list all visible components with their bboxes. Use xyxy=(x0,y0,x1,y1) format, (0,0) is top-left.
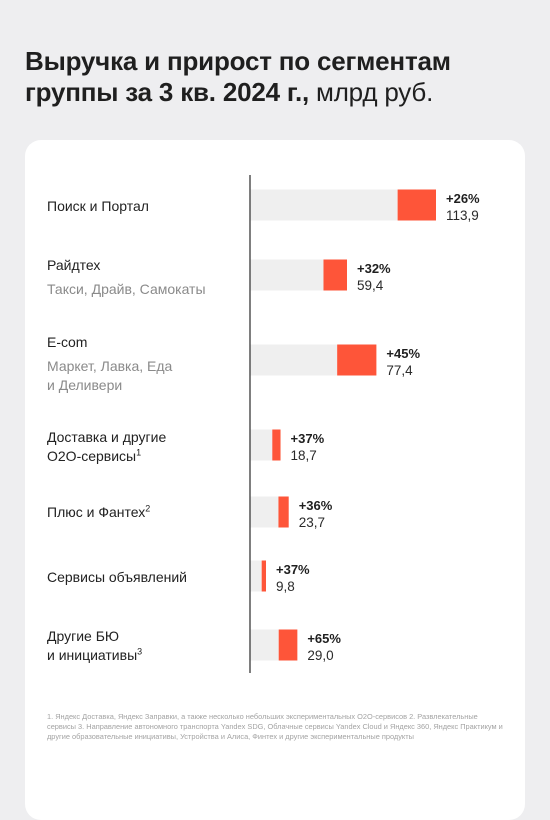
base-bar xyxy=(250,429,273,461)
segment-label: Поиск и Портал xyxy=(47,197,247,216)
base-bar xyxy=(250,560,262,592)
growth-bar xyxy=(323,259,348,291)
footnote-marker: 2 xyxy=(145,503,151,514)
value-label: 18,7 xyxy=(291,448,317,463)
footnote-marker: 1 xyxy=(136,447,142,458)
title-main: Выручка и прирост по сегментам группы за… xyxy=(25,46,451,107)
segment-bar-chart: +26% 113,9 +32% 59,4 +45% 77,4 +37% 18,7 +36% 23,… xyxy=(249,175,480,673)
growth-label: +36% xyxy=(299,498,333,513)
segment-subtitle: Маркет, Лавка, Еда и Деливери xyxy=(47,358,173,393)
growth-label: +37% xyxy=(276,562,310,577)
value-label: 59,4 xyxy=(357,278,384,293)
segment-name: Плюс и Фантех xyxy=(47,504,146,520)
title-unit: млрд руб. xyxy=(316,77,434,107)
base-bar xyxy=(250,189,398,221)
value-label: 23,7 xyxy=(299,515,325,530)
base-bar xyxy=(250,344,338,376)
growth-bar xyxy=(278,629,298,661)
growth-label: +45% xyxy=(386,346,420,361)
value-label: 113,9 xyxy=(446,208,479,223)
value-label: 77,4 xyxy=(386,363,413,378)
growth-bar xyxy=(337,344,377,376)
segment-name: Доставка и другие O2O-сервисы xyxy=(47,429,167,464)
segment-name: Сервисы объявлений xyxy=(47,569,188,585)
segment-label: Сервисы объявлений xyxy=(47,568,247,587)
footnote-marker: 3 xyxy=(137,646,143,657)
segment-name: Другие БЮ и инициативы xyxy=(47,628,138,663)
growth-label: +65% xyxy=(307,631,341,646)
growth-bar xyxy=(272,429,281,461)
base-bar xyxy=(250,259,324,291)
growth-label: +37% xyxy=(291,431,325,446)
growth-bar xyxy=(278,496,289,528)
base-bar xyxy=(250,496,279,528)
segment-label: Доставка и другие O2O-сервисы1 xyxy=(47,428,247,466)
segment-label: E-com Маркет, Лавка, Еда и Деливери xyxy=(47,333,247,395)
segment-name: Поиск и Портал xyxy=(47,198,149,214)
segment-label: Другие БЮ и инициативы3 xyxy=(47,627,247,665)
segment-label: Плюс и Фантех2 xyxy=(47,503,247,522)
segment-name: E-com xyxy=(47,334,88,350)
segment-label: Райдтех Такси, Драйв, Самокаты xyxy=(47,256,247,299)
base-bar xyxy=(250,629,279,661)
footnote: 1. Яндекс Доставка, Яндекс Заправки, а т… xyxy=(47,712,503,741)
growth-bar xyxy=(261,560,267,592)
value-label: 9,8 xyxy=(276,579,295,594)
growth-label: +26% xyxy=(446,191,480,206)
growth-bar xyxy=(397,189,436,221)
segment-subtitle: Такси, Драйв, Самокаты xyxy=(47,281,206,297)
growth-label: +32% xyxy=(357,261,391,276)
value-label: 29,0 xyxy=(307,648,333,663)
page-title: Выручка и прирост по сегментам группы за… xyxy=(25,46,525,108)
segment-name: Райдтех xyxy=(47,257,101,273)
chart-card: Поиск и Портал Райдтех Такси, Драйв, Самок… xyxy=(25,140,525,820)
